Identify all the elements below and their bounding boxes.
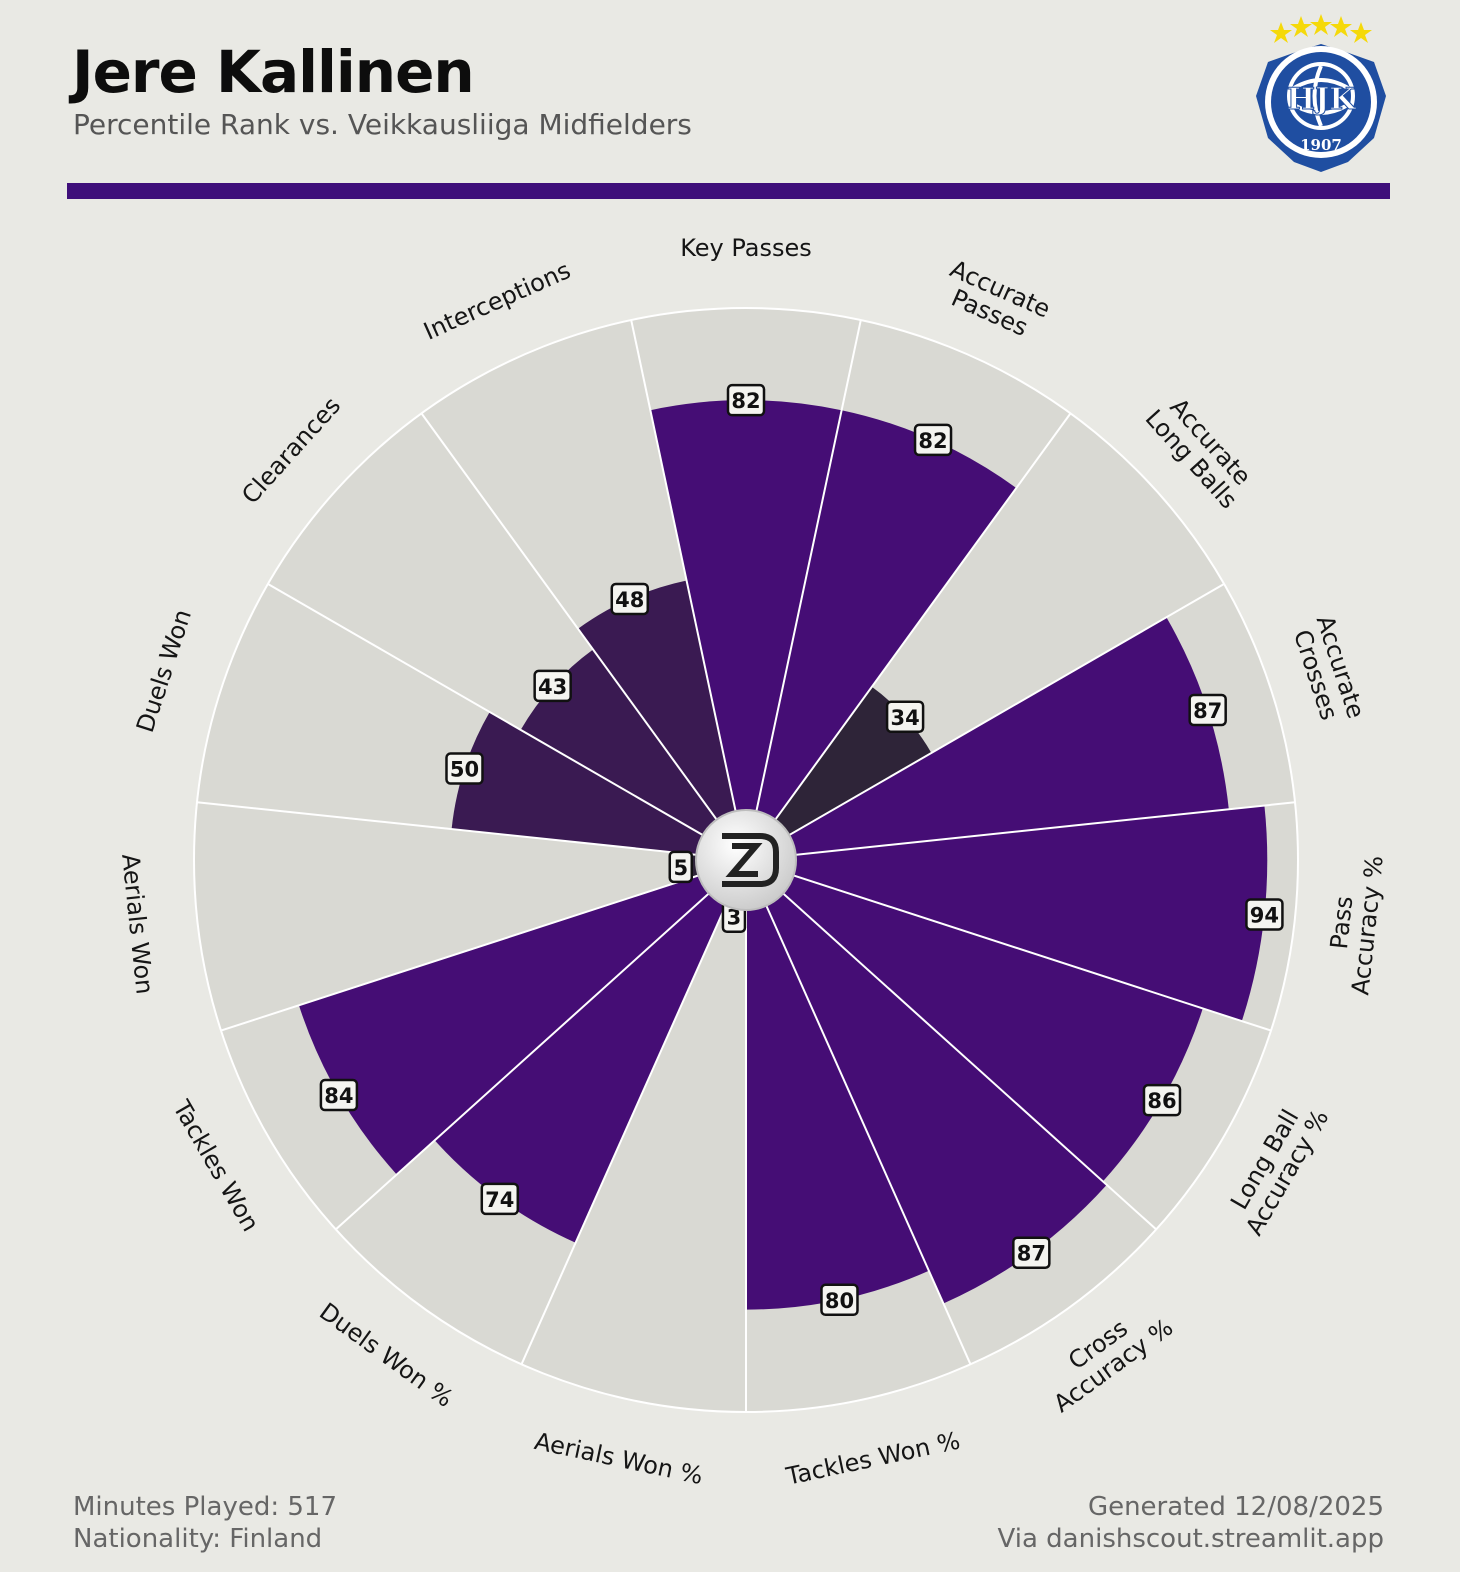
divider-1 [745, 319, 862, 861]
slice-dividers [193, 307, 1299, 1413]
label-clearances: Clearances [236, 392, 346, 510]
bar-accurate-passes [746, 410, 1017, 860]
source-credit: Via danishscout.streamlit.app [997, 1524, 1384, 1554]
svg-text:Aerials Won %: Aerials Won % [532, 1427, 706, 1490]
svg-text:80: 80 [825, 1289, 854, 1313]
svg-text:Interceptions: Interceptions [419, 256, 574, 346]
divider-2 [745, 412, 1072, 861]
divider-14 [420, 412, 747, 861]
bar-accurate-long-balls [746, 686, 932, 860]
label-aerials-won: Aerials Won [116, 852, 159, 995]
value-label-interceptions: 48 [610, 582, 650, 616]
generated-date: Generated 12/08/2025 [1087, 1492, 1384, 1522]
slice-bg-aerials-won-pct [521, 860, 746, 1412]
footer-left: Minutes Played: 517 Nationality: Finland [73, 1491, 337, 1555]
svg-text:74: 74 [485, 1188, 514, 1212]
divider-3 [745, 583, 1225, 861]
bar-clearances [520, 649, 746, 860]
label-tackles-won-pct: Tackles Won % [783, 1427, 963, 1491]
svg-text:5: 5 [673, 856, 688, 880]
bar-long-ball-accuracy-pct [746, 860, 1203, 1182]
svg-text:Clearances: Clearances [236, 392, 346, 510]
value-label-duels-won-pct: 74 [480, 1182, 520, 1216]
svg-text:Duels Won: Duels Won [131, 606, 197, 736]
svg-text:Accuracy %: Accuracy % [1346, 854, 1388, 996]
bar-accurate-crosses [746, 617, 1229, 860]
svg-text:84: 84 [324, 1084, 353, 1108]
bar-key-passes [650, 400, 842, 860]
badge-stars [1270, 14, 1372, 43]
divider-9 [520, 859, 747, 1365]
svg-text:Tackles Won %: Tackles Won % [783, 1427, 963, 1491]
value-label-pass-accuracy-pct: 94 [1245, 898, 1284, 931]
bar-tackles-won-pct [746, 860, 929, 1310]
svg-text:Aerials Won: Aerials Won [116, 852, 159, 995]
value-label-clearances: 43 [533, 669, 572, 703]
svg-text:Pass: Pass [1325, 895, 1358, 951]
svg-text:87: 87 [1017, 1242, 1046, 1266]
value-label-accurate-passes: 82 [913, 423, 953, 457]
svg-text:82: 82 [918, 429, 947, 453]
bar-pass-accuracy-pct [746, 805, 1268, 1022]
danishscout-logo-icon [695, 809, 797, 911]
label-aerials-won-pct: Aerials Won % [532, 1427, 706, 1490]
svg-text:43: 43 [538, 675, 567, 699]
value-label-accurate-long-balls: 34 [885, 700, 925, 734]
header-divider [67, 183, 1390, 199]
value-label-key-passes: 82 [726, 383, 766, 417]
svg-text:3: 3 [727, 906, 742, 930]
value-label-aerials-won: 5 [668, 850, 694, 884]
svg-text:82: 82 [731, 389, 760, 413]
outer-ring [193, 307, 1299, 1413]
footer-right: Generated 12/08/2025 Via danishscout.str… [998, 1491, 1384, 1555]
divider-6 [745, 859, 1157, 1231]
badge-text: HJK [1287, 82, 1357, 117]
divider-10 [335, 859, 747, 1231]
value-label-long-ball-accuracy-pct: 86 [1142, 1083, 1182, 1117]
value-label-tackles-won-pct: 80 [820, 1283, 859, 1317]
svg-text:48: 48 [615, 588, 644, 612]
divider-12 [196, 801, 747, 861]
label-key-passes: Key Passes [680, 234, 812, 262]
svg-text:50: 50 [450, 758, 479, 782]
bar-duels-won-pct [434, 860, 746, 1243]
value-bars [298, 400, 1268, 1310]
label-interceptions: Interceptions [419, 256, 574, 346]
divider-7 [745, 859, 972, 1365]
label-tackles-won: Tackles Won [167, 1095, 265, 1237]
value-labels: 82 82 34 87 94 86 87 80 3 74 84 5 50 43 48 [319, 383, 1284, 1317]
hjk-club-crest-icon: HJK 1907 [1256, 14, 1386, 172]
value-label-accurate-crosses: 87 [1188, 693, 1227, 727]
bar-interceptions [578, 580, 746, 860]
divider-11 [220, 859, 747, 1032]
minutes-played: Minutes Played: 517 [73, 1492, 337, 1522]
value-label-tackles-won: 84 [319, 1078, 359, 1112]
svg-text:94: 94 [1250, 903, 1279, 927]
divider-0 [630, 319, 747, 861]
svg-text:34: 34 [890, 706, 919, 730]
svg-text:87: 87 [1193, 699, 1222, 723]
label-duels-won: Duels Won [131, 606, 197, 736]
slice-bg-aerials-won [193, 802, 746, 1031]
svg-text:Key Passes: Key Passes [680, 234, 812, 262]
chart-subtitle: Percentile Rank vs. Veikkausliiga Midfie… [73, 108, 692, 141]
divider-4 [745, 801, 1296, 861]
bar-tackles-won [298, 860, 746, 1175]
value-label-cross-accuracy-pct: 87 [1012, 1236, 1051, 1269]
badge-year: 1907 [1300, 136, 1342, 154]
bar-cross-accuracy-pct [746, 860, 1107, 1304]
divider-5 [745, 859, 1272, 1032]
nationality: Nationality: Finland [73, 1524, 323, 1554]
divider-13 [267, 583, 747, 861]
svg-text:Tackles Won: Tackles Won [167, 1095, 265, 1237]
svg-text:86: 86 [1147, 1089, 1176, 1113]
player-name-title: Jere Kallinen [72, 38, 475, 106]
bar-duels-won [451, 712, 746, 860]
value-label-duels-won: 50 [445, 752, 484, 785]
